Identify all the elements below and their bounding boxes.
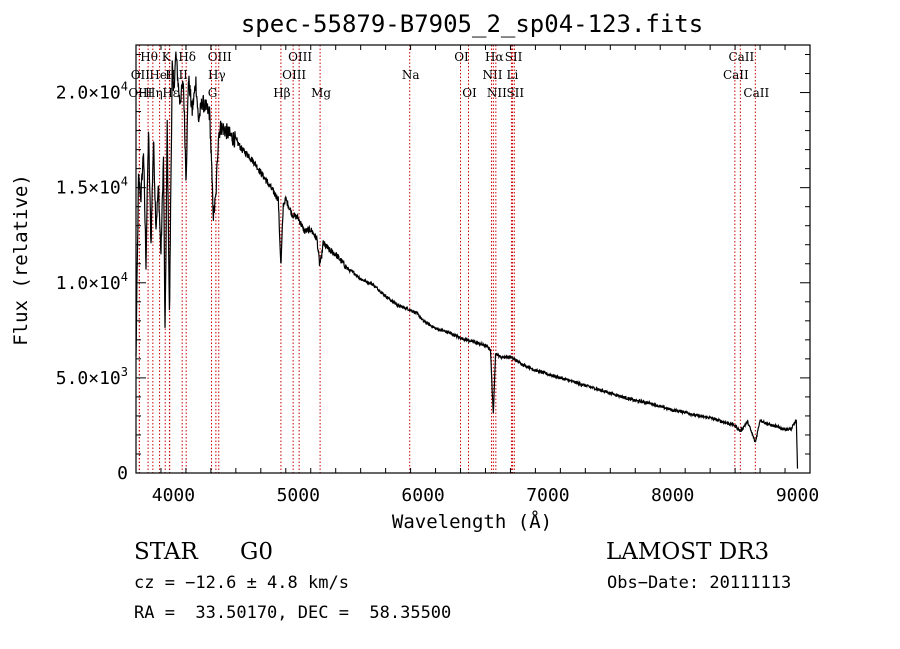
- line-label-oiii: OIII: [288, 50, 312, 64]
- line-label-oiii: OIII: [282, 68, 306, 82]
- observation-date: Obs−Date: 20111113: [607, 573, 792, 593]
- line-label-hei: HeI: [149, 68, 172, 82]
- line-label-hβ: Hβ: [273, 86, 290, 100]
- line-label-sii: SII: [505, 50, 523, 64]
- coordinates: RA = 33.50170, DEC = 58.35500: [134, 603, 452, 623]
- survey-name: LAMOST DR3: [606, 539, 770, 565]
- line-label-oi: OI: [462, 86, 477, 100]
- y-tick-label: 2.0×104: [56, 80, 128, 104]
- y-axis-label: Flux (relative): [10, 174, 32, 346]
- line-label-hθ: Hθ: [140, 50, 158, 64]
- line-label-h: H: [165, 68, 175, 82]
- line-label-k: K: [162, 50, 172, 64]
- line-label-g: G: [208, 86, 218, 100]
- line-label-na: Na: [402, 68, 420, 82]
- line-label-oii: OII: [131, 68, 151, 82]
- line-label-ii: II: [178, 68, 188, 82]
- line-label-hα: Hα: [485, 50, 504, 64]
- y-tick-label: 1.5×104: [56, 175, 128, 199]
- x-axis-ticks: 4000 5000 6000 7000 8000 9000: [135, 45, 819, 506]
- x-tick-label: 8000: [651, 485, 694, 506]
- line-label-caii: CaII: [723, 68, 749, 82]
- line-label-nii: NII: [487, 86, 507, 100]
- y-tick-label: 1.0×104: [56, 270, 128, 294]
- line-label-hδ: Hδ: [178, 50, 196, 64]
- object-type: STAR: [134, 539, 198, 565]
- x-tick-label: 9000: [776, 485, 819, 506]
- x-tick-label: 6000: [401, 485, 444, 506]
- y-tick-label: 0: [117, 463, 128, 484]
- plot-frame: [135, 44, 811, 474]
- line-label-caii: CaII: [743, 86, 769, 100]
- chart-title: spec-55879-B7905_2_sp04-123.fits: [241, 10, 703, 38]
- line-label-caii: CaII: [728, 50, 754, 64]
- spectrum-line: [135, 51, 799, 469]
- line-label-hε: Hε: [162, 86, 179, 100]
- line-label-li: Li: [507, 68, 519, 82]
- line-label-oiii: OIII: [208, 50, 232, 64]
- line-label-oi: OI: [454, 50, 469, 64]
- line-label-mg: Mg: [311, 86, 331, 100]
- y-tick-label: 5.0×103: [56, 365, 128, 389]
- x-tick-label: 7000: [526, 485, 569, 506]
- y-axis-ticks: 0 5.0×103 1.0×104 1.5×104 2.0×104: [56, 54, 810, 484]
- x-axis-label: Wavelength (Å): [392, 510, 552, 533]
- line-label-nii: NII: [482, 68, 502, 82]
- x-tick-label: 5000: [277, 485, 320, 506]
- object-subclass: G0: [240, 539, 274, 565]
- redshift-info: cz = −12.6 ± 4.8 km/s: [134, 573, 349, 593]
- line-label-hη: Hη: [145, 86, 163, 100]
- line-label-hγ: Hγ: [208, 68, 226, 82]
- line-label-sii: SII: [506, 86, 524, 100]
- x-tick-label: 4000: [152, 485, 195, 506]
